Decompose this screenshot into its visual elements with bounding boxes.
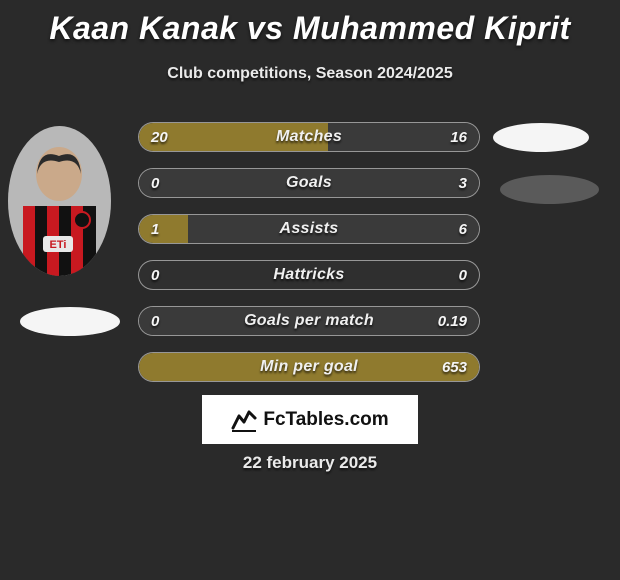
player1-badge-placeholder	[20, 307, 120, 336]
stat-row: Min per goal653	[138, 352, 480, 382]
stat-value-left: 0	[151, 307, 159, 335]
stat-value-right: 3	[459, 169, 467, 197]
stats-container: Matches2016Goals03Assists16Hattricks00Go…	[138, 122, 480, 398]
player2-badge-placeholder	[500, 175, 599, 204]
stat-label: Matches	[139, 123, 479, 151]
stat-value-right: 16	[450, 123, 467, 151]
stat-label: Hattricks	[139, 261, 479, 289]
stat-value-right: 6	[459, 215, 467, 243]
stat-label: Assists	[139, 215, 479, 243]
stat-value-right: 0	[459, 261, 467, 289]
player2-photo-placeholder	[493, 123, 589, 152]
stat-value-right: 653	[442, 353, 467, 381]
stat-row: Matches20 16	[138, 122, 480, 152]
footer-brand-text: FcTables.com	[263, 409, 388, 431]
stat-value-left: 0	[151, 261, 159, 289]
stat-label: Min per goal	[139, 353, 479, 381]
footer-date: 22 february 2025	[0, 453, 620, 473]
stat-value-left: 0	[151, 169, 159, 197]
stat-row: Goals0 3	[138, 168, 480, 198]
stat-row: Goals per match0 0.19	[138, 306, 480, 336]
player1-photo: ETi	[8, 126, 111, 276]
page-subtitle: Club competitions, Season 2024/2025	[0, 65, 620, 83]
stat-label: Goals per match	[139, 307, 479, 335]
stat-value-left: 20	[151, 123, 168, 151]
chart-line-icon	[231, 408, 257, 432]
stat-row: Assists1 6	[138, 214, 480, 244]
stat-label: Goals	[139, 169, 479, 197]
stat-value-left: 1	[151, 215, 159, 243]
page-title: Kaan Kanak vs Muhammed Kiprit	[0, 0, 620, 47]
stat-row: Hattricks0 0	[138, 260, 480, 290]
footer-brand: FcTables.com	[202, 395, 418, 444]
svg-text:ETi: ETi	[50, 239, 67, 251]
stat-value-right: 0.19	[438, 307, 467, 335]
